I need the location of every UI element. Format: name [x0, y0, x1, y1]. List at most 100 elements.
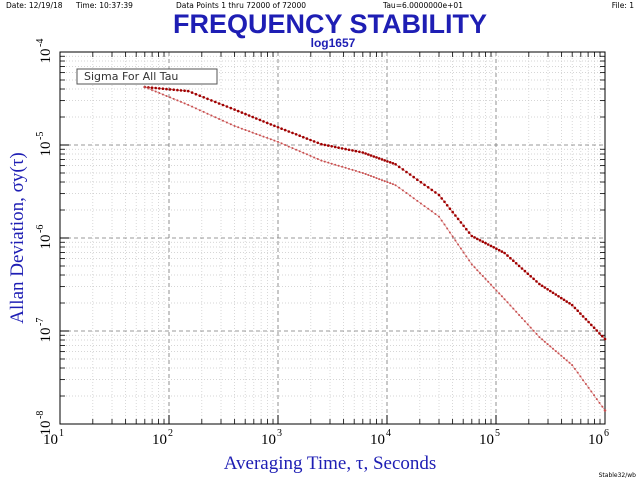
data-point [509, 256, 512, 260]
data-point [194, 92, 198, 96]
data-point [503, 251, 506, 255]
data-point [305, 137, 309, 140]
data-point [190, 91, 194, 94]
data-point [426, 186, 430, 189]
x-tick-label: 10 [261, 432, 276, 448]
data-point [176, 88, 179, 92]
data-point [419, 202, 422, 205]
data-point [266, 136, 269, 139]
data-point [186, 89, 190, 93]
data-point [168, 88, 172, 91]
data-point [351, 149, 354, 152]
data-point [276, 126, 280, 129]
y-tick-label: 10 [38, 49, 54, 64]
data-point [312, 140, 316, 143]
data-point [492, 286, 495, 289]
x-tick-exponent: 4 [386, 428, 391, 439]
data-point [389, 182, 392, 185]
data-point [520, 267, 524, 270]
data-point [341, 165, 344, 168]
data-point [283, 128, 287, 132]
data-point [375, 156, 378, 159]
data-point [579, 312, 582, 315]
data-point [154, 86, 157, 90]
data-point [535, 280, 538, 283]
data-point [500, 250, 504, 253]
data-point [512, 259, 515, 263]
data-point [512, 307, 515, 310]
data-point [262, 120, 265, 123]
data-point [457, 243, 460, 246]
data-point [383, 180, 386, 183]
data-point [202, 110, 205, 113]
data-point [251, 131, 254, 134]
data-point [543, 340, 546, 343]
header-time: Time: 10:37:39 [75, 1, 133, 10]
data-point [443, 200, 446, 204]
data-point [233, 125, 236, 127]
data-point [386, 181, 389, 184]
data-point [388, 161, 392, 164]
chart-subtitle: log1657 [311, 36, 356, 50]
data-point [172, 88, 175, 91]
data-point [198, 94, 202, 97]
data-point [595, 329, 599, 332]
data-point [262, 135, 265, 138]
data-point [481, 240, 485, 243]
data-point [221, 103, 225, 107]
data-point [320, 159, 323, 162]
data-point [354, 169, 357, 172]
data-point [576, 371, 579, 374]
chart-title: FREQUENCY STABILITY [173, 9, 487, 39]
data-point [225, 105, 229, 108]
data-point [462, 251, 465, 254]
data-point [405, 170, 408, 174]
data-point [225, 121, 228, 124]
data-point [470, 263, 473, 266]
data-point [448, 231, 451, 234]
data-point [313, 156, 316, 159]
data-point [380, 158, 384, 161]
data-point [291, 147, 294, 150]
data-point [412, 197, 415, 200]
data-point [377, 157, 381, 160]
data-point [587, 386, 590, 389]
data-point [150, 86, 154, 89]
x-tick-label: 10 [479, 432, 494, 448]
data-point [581, 315, 585, 318]
data-point [549, 289, 552, 293]
data-point [169, 96, 172, 99]
data-point [587, 320, 590, 324]
data-point [251, 115, 254, 119]
data-point [478, 239, 482, 242]
data-point [172, 97, 175, 100]
data-point [394, 163, 397, 166]
y-tick-exponent: -8 [35, 411, 46, 419]
data-point [503, 298, 506, 301]
data-point [340, 147, 344, 150]
data-point [467, 231, 471, 234]
data-point [394, 184, 397, 187]
data-point [603, 337, 607, 341]
data-point [309, 138, 312, 142]
data-point [487, 280, 490, 283]
data-point [440, 197, 444, 200]
data-point [214, 100, 217, 104]
legend-label: Sigma For All Tau [84, 70, 178, 83]
data-point [351, 168, 354, 171]
data-point [291, 131, 294, 135]
data-point [598, 332, 601, 335]
data-point [330, 162, 333, 165]
data-point [247, 114, 251, 117]
series-layer [143, 85, 607, 412]
data-point [419, 180, 423, 184]
x-tick-label: 10 [588, 432, 603, 448]
y-tick-label-group: 10-5 [35, 132, 54, 157]
data-point [244, 129, 247, 131]
data-point [302, 135, 305, 139]
data-point [523, 269, 527, 273]
data-point [217, 102, 221, 105]
x-axis-label: Averaging Time, τ, Seconds [224, 453, 437, 474]
data-point [187, 103, 190, 106]
data-point [427, 207, 430, 210]
